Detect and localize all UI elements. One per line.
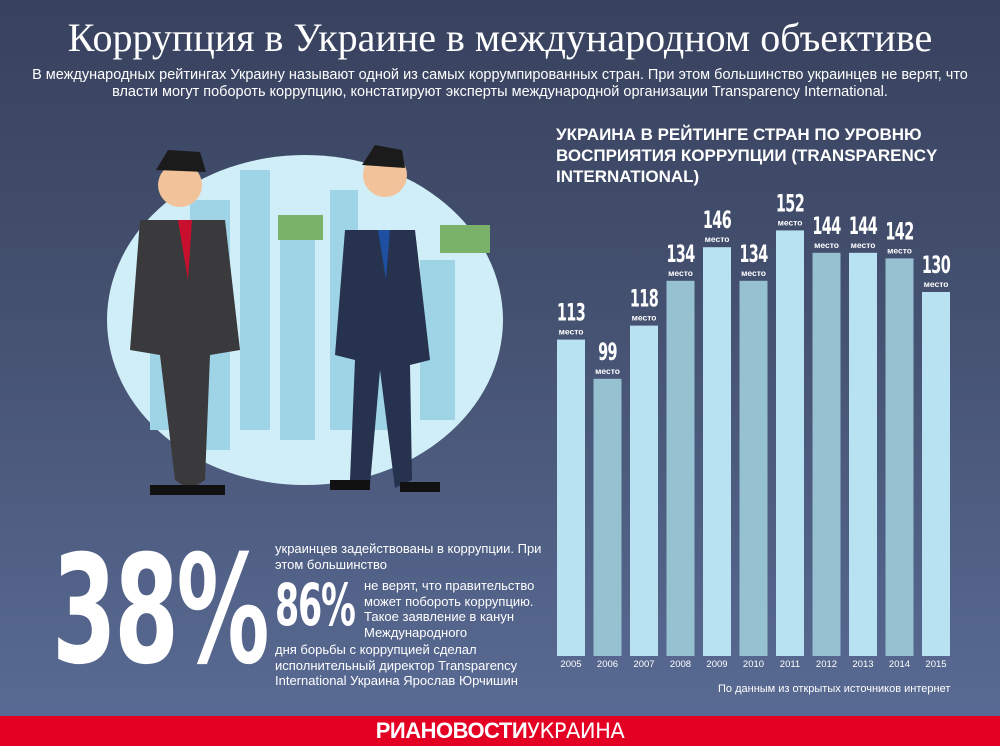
bar-2014 [885,258,914,656]
data-label-suffix: место [595,366,620,376]
bar-2008 [666,280,695,656]
x-tick-label: 2014 [889,659,910,670]
data-label-suffix: место [632,313,657,323]
data-label: 130 [922,251,950,279]
x-tick-label: 2007 [633,659,654,670]
data-label-suffix: место [924,279,949,289]
money-icon [278,215,323,240]
data-label-suffix: место [887,245,912,255]
data-label: 118 [630,285,658,313]
second-text-cont: дня борьбы с коррупцией сделал исполните… [275,642,518,688]
x-tick-label: 2009 [706,659,727,670]
data-label-suffix: место [814,240,839,250]
data-label: 144 [849,212,877,240]
data-label: 113 [557,299,585,327]
illustration [107,145,503,495]
data-label: 99 [598,338,617,366]
bar-2010 [739,280,768,656]
bar-2007 [630,325,658,656]
x-tick-label: 2006 [597,659,618,670]
bar-2011 [776,230,804,656]
data-label-suffix: место [705,234,730,244]
page-subtitle: В международных рейтингах Украину называ… [32,67,968,100]
bar-2013 [849,252,877,657]
money-icon [440,225,490,253]
data-label-suffix: место [851,240,876,250]
x-tick-label: 2008 [670,659,691,670]
source-note: По данным из открытых источников интерне… [718,683,951,695]
main-percent: 38% [52,524,270,698]
second-percent: 86% [275,571,356,639]
data-label: 134 [739,240,767,268]
data-label-suffix: место [559,327,584,337]
page-title: Коррупция в Украине в международном объе… [67,15,933,60]
second-text: не верят, что правительство может поборо… [364,578,535,640]
bar-2006 [593,378,622,656]
happy-man [278,145,490,492]
bar-2012 [812,252,841,657]
chart-title: УКРАИНА В РЕЙТИНГЕ СТРАН ПО УРОВНЮ ВОСПР… [556,125,938,186]
data-label: 142 [885,218,913,246]
footer: РИАНОВОСТИУКРАИНА [0,716,1000,746]
logo: РИАНОВОСТИУКРАИНА [375,718,625,743]
x-tick-label: 2005 [560,659,581,670]
sad-man [130,150,240,495]
x-tick-label: 2011 [780,659,800,670]
data-label-suffix: место [778,217,803,227]
x-tick-label: 2013 [852,659,873,670]
x-tick-label: 2015 [925,659,946,670]
data-label: 152 [776,190,804,218]
data-label: 146 [703,206,731,234]
bar-2009 [703,247,731,656]
x-tick-label: 2010 [743,659,764,670]
x-tick-label: 2012 [816,659,837,670]
bar-2005 [557,339,585,656]
data-label-suffix: место [741,268,766,278]
data-label: 134 [666,240,694,268]
data-label: 144 [812,212,840,240]
main-text: украинцев задействованы в коррупции. При… [275,541,542,572]
data-label-suffix: место [668,268,693,278]
bar-2015 [922,292,950,656]
